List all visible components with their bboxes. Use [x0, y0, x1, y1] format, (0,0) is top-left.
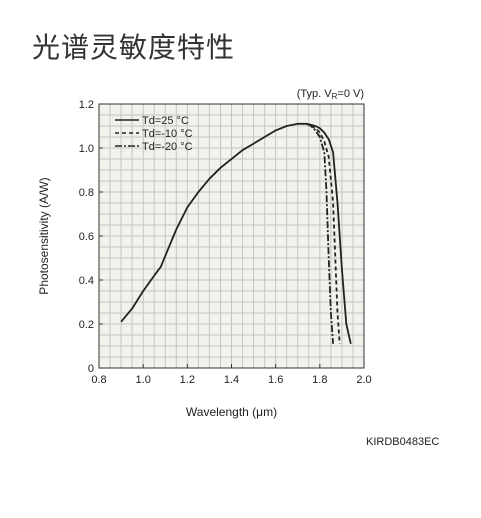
series-line-0: [120, 122, 352, 344]
y-tick-label: 1.2: [79, 99, 94, 111]
y-tick-label: 0.2: [79, 319, 94, 331]
series-line-1: [310, 125, 341, 344]
legend-label: Td=-10 °C: [142, 128, 193, 140]
series-line-2: [306, 122, 334, 344]
x-tick-label: 1.0: [136, 374, 151, 386]
y-tick-label: 1.0: [79, 143, 94, 155]
legend-label: Td=-20 °C: [142, 141, 193, 153]
x-tick-label: 2.0: [356, 374, 371, 386]
x-tick-label: 0.8: [91, 374, 106, 386]
document-code: KIRDB0483EC: [366, 436, 440, 448]
x-tick-label: 1.6: [268, 374, 283, 386]
condition-note: (Typ. VR=0 V): [297, 88, 364, 101]
y-tick-label: 0.4: [79, 275, 94, 287]
y-tick-label: 0.6: [79, 231, 94, 243]
y-tick-label: 0: [88, 363, 94, 375]
page-title: 光谱灵敏度特性: [32, 31, 236, 64]
legend-label: Td=25 °C: [142, 115, 189, 127]
x-tick-label: 1.4: [224, 374, 239, 386]
x-axis-label: Wavelength (μm): [186, 405, 277, 419]
x-tick-label: 1.2: [180, 374, 195, 386]
y-tick-label: 0.8: [79, 187, 94, 199]
legend: Td=25 °CTd=-10 °CTd=-20 °C: [115, 115, 193, 153]
x-tick-label: 1.8: [312, 374, 327, 386]
y-axis-label: Photosensitivity (A/W): [37, 177, 51, 294]
